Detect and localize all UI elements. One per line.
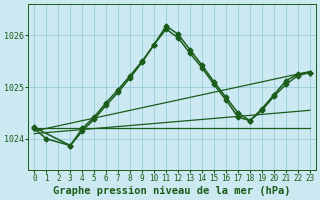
X-axis label: Graphe pression niveau de la mer (hPa): Graphe pression niveau de la mer (hPa) — [53, 186, 291, 196]
